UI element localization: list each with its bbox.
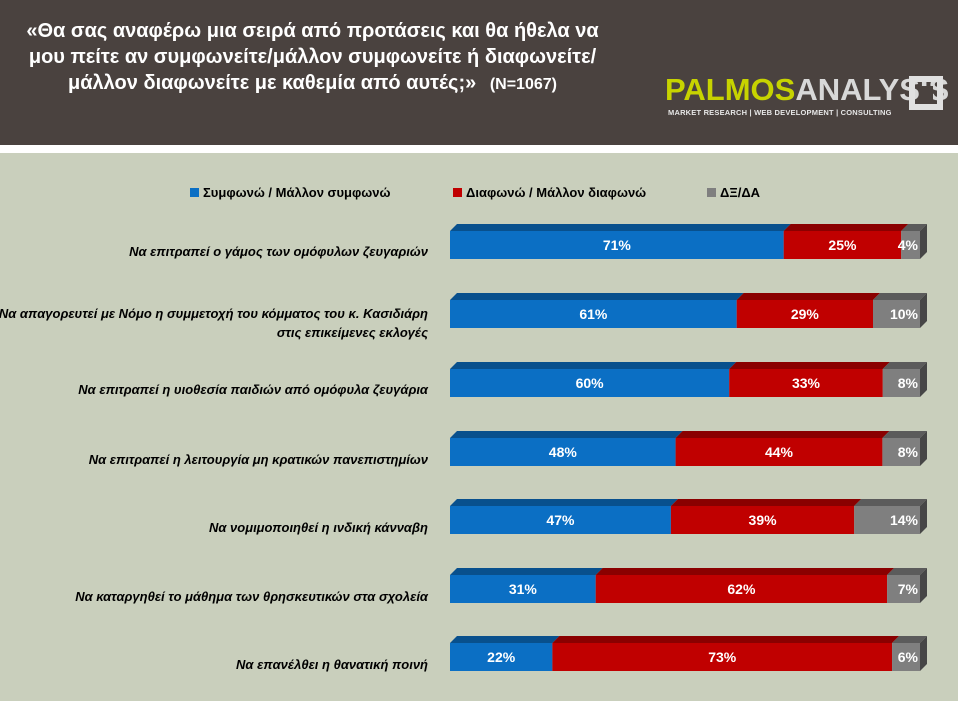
data-label-dkna: 4% bbox=[898, 237, 919, 253]
bar-segment-dkna bbox=[887, 575, 920, 603]
bar-segment-disagree bbox=[552, 643, 893, 671]
bar-segment-agree bbox=[450, 231, 784, 259]
data-label-agree: 61% bbox=[579, 306, 608, 322]
bar-top-dkna bbox=[892, 636, 927, 643]
bar-segment-dkna bbox=[873, 300, 920, 328]
data-label-disagree: 29% bbox=[791, 306, 820, 322]
bar-segment-agree bbox=[450, 575, 596, 603]
bar-top-disagree bbox=[783, 224, 909, 231]
bar-top-dkna bbox=[887, 568, 927, 575]
data-label-dkna: 6% bbox=[898, 649, 919, 665]
bar-segment-agree bbox=[450, 438, 676, 466]
data-label-disagree: 33% bbox=[792, 375, 821, 391]
data-label-disagree: 62% bbox=[727, 581, 756, 597]
header-banner: «Θα σας αναφέρω μια σειρά από προτάσεις … bbox=[0, 0, 958, 145]
legend-item-agree: Συμφωνώ / Μάλλον συμφωνώ bbox=[190, 185, 390, 200]
data-label-agree: 31% bbox=[509, 581, 538, 597]
bar-segment-disagree bbox=[736, 300, 873, 328]
data-label-disagree: 73% bbox=[708, 649, 737, 665]
bar-side-dkna bbox=[920, 636, 927, 671]
bar-segment-dkna bbox=[882, 438, 920, 466]
question-text: «Θα σας αναφέρω μια σειρά από προτάσεις … bbox=[26, 20, 599, 94]
data-label-dkna: 8% bbox=[898, 375, 919, 391]
logo-tagline: MARKET RESEARCH | WEB DEVELOPMENT | CONS… bbox=[668, 108, 892, 117]
bar-top-agree bbox=[450, 568, 603, 575]
bar-top-dkna bbox=[854, 499, 927, 506]
legend-swatch-disagree bbox=[453, 188, 462, 197]
data-label-dkna: 8% bbox=[898, 444, 919, 460]
category-label: Να επιτραπεί ο γάμος των ομόφυλων ζευγαρ… bbox=[129, 244, 428, 259]
bar-segment-agree bbox=[450, 506, 671, 534]
bar-side-dkna bbox=[920, 362, 927, 397]
bar-top-agree bbox=[450, 499, 678, 506]
bar-segment-agree bbox=[450, 643, 553, 671]
bar-top-agree bbox=[450, 636, 560, 643]
bar-segment-disagree bbox=[595, 575, 888, 603]
category-label: Να καταργηθεί το μάθημα των θρησκευτικών… bbox=[75, 589, 428, 604]
sample-size: (N=1067) bbox=[489, 76, 557, 93]
bar-segment-dkna bbox=[892, 643, 920, 671]
legend-swatch-agree bbox=[190, 188, 199, 197]
category-label: Να επιτραπεί η λειτουργία μη κρατικών πα… bbox=[88, 452, 428, 467]
category-label: Να απαγορευτεί με Νόμο η συμμετοχή του κ… bbox=[0, 306, 428, 340]
bar-segment-dkna bbox=[901, 231, 920, 259]
data-label-disagree: 39% bbox=[749, 512, 778, 528]
bar-segment-agree bbox=[450, 369, 730, 397]
bar-segment-disagree bbox=[729, 369, 883, 397]
bar-segment-disagree bbox=[675, 438, 883, 466]
bar-side-dkna bbox=[920, 499, 927, 534]
legend-swatch-dkna bbox=[707, 188, 716, 197]
bar-segment-dkna bbox=[882, 369, 920, 397]
bar-top-dkna bbox=[882, 431, 927, 438]
logo-square-icon bbox=[909, 76, 943, 110]
category-label: Να επιτραπεί η υιοθεσία παιδιών από ομόφ… bbox=[78, 382, 428, 397]
bar-top-agree bbox=[450, 224, 791, 231]
data-label-agree: 71% bbox=[603, 237, 632, 253]
category-label: Να επανέλθει η θανατική ποινή bbox=[236, 657, 428, 672]
data-label-agree: 48% bbox=[549, 444, 578, 460]
bar-top-disagree bbox=[552, 636, 900, 643]
bar-top-dkna bbox=[901, 224, 927, 231]
bar-top-disagree bbox=[736, 293, 880, 300]
bar-top-agree bbox=[450, 293, 744, 300]
bar-segment-disagree bbox=[670, 506, 855, 534]
bar-top-dkna bbox=[882, 362, 927, 369]
bar-segment-disagree bbox=[783, 231, 902, 259]
bar-top-disagree bbox=[675, 431, 890, 438]
data-label-agree: 47% bbox=[546, 512, 575, 528]
data-label-dkna: 14% bbox=[890, 512, 919, 528]
bar-top-dkna bbox=[873, 293, 927, 300]
data-label-agree: 60% bbox=[576, 375, 605, 391]
data-label-disagree: 25% bbox=[828, 237, 857, 253]
palmos-analysis-logo: PALMOSANALYSIS MARKET RESEARCH | WEB DEV… bbox=[665, 72, 955, 132]
bar-segment-agree bbox=[450, 300, 737, 328]
header-divider bbox=[0, 145, 958, 153]
chart-title: «Θα σας αναφέρω μια σειρά από προτάσεις … bbox=[20, 18, 605, 98]
bar-top-disagree bbox=[729, 362, 890, 369]
data-label-disagree: 44% bbox=[765, 444, 794, 460]
bar-side-dkna bbox=[920, 568, 927, 603]
bar-top-agree bbox=[450, 362, 737, 369]
legend-item-disagree: Διαφωνώ / Μάλλον διαφωνώ bbox=[453, 185, 646, 200]
bar-side-dkna bbox=[920, 224, 927, 259]
data-label-dkna: 10% bbox=[890, 306, 919, 322]
bar-side-dkna bbox=[920, 293, 927, 328]
bar-side-dkna bbox=[920, 431, 927, 466]
category-label: Να νομιμοποιηθεί η ινδική κάνναβη bbox=[209, 520, 428, 535]
legend-item-dkna: ΔΞ/ΔΑ bbox=[707, 185, 760, 200]
bar-segment-dkna bbox=[854, 506, 920, 534]
data-label-agree: 22% bbox=[487, 649, 516, 665]
bar-top-agree bbox=[450, 431, 683, 438]
bar-top-disagree bbox=[670, 499, 862, 506]
data-label-dkna: 7% bbox=[898, 581, 919, 597]
bar-top-disagree bbox=[595, 568, 895, 575]
